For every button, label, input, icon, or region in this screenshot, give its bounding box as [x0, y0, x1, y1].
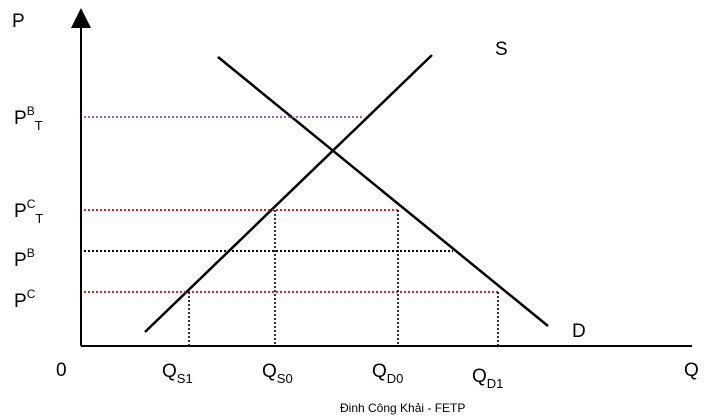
supply-label: S [495, 39, 508, 60]
quantity-label-qs1: QS1 [162, 361, 193, 386]
demand-label: D [572, 321, 586, 342]
price-label-pct: PCT [14, 197, 43, 226]
credit-text: Đinh Công Khải - FETP [340, 401, 465, 415]
y-axis-label: P [12, 11, 25, 32]
x-axis-label: Q [684, 360, 699, 381]
demand-curve [217, 56, 549, 327]
quantity-label-qd1: QD1 [472, 366, 503, 391]
price-label-pbt: PBT [14, 104, 43, 133]
price-label-pb: PB [14, 246, 35, 271]
quantity-label-qs0: QS0 [262, 361, 293, 386]
price-label-pc: PC [14, 287, 36, 312]
origin-label: 0 [56, 360, 67, 381]
quantity-label-qd0: QD0 [372, 361, 403, 386]
supply-curve [144, 54, 433, 333]
